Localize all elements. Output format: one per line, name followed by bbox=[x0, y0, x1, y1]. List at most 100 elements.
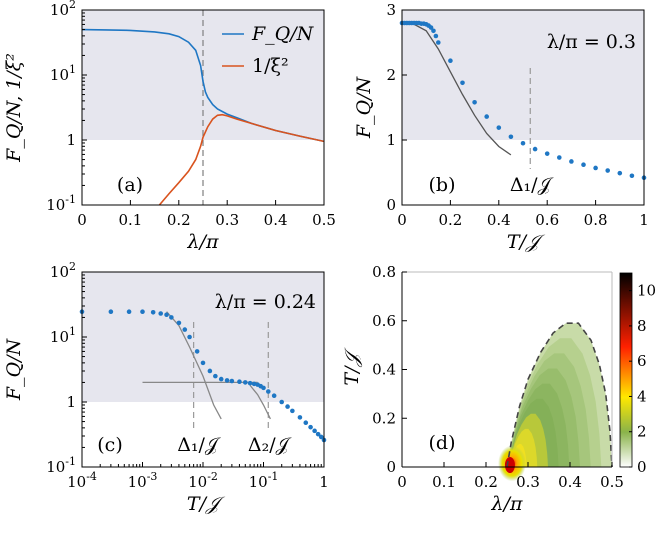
data-point bbox=[229, 378, 235, 384]
x-axis-label: λ/π bbox=[187, 231, 219, 253]
data-point bbox=[169, 315, 174, 320]
data-point bbox=[290, 408, 295, 414]
axes-frame bbox=[81, 9, 325, 206]
panel-label-c: (c) bbox=[97, 434, 122, 456]
x-tick-label: 0.1 bbox=[432, 473, 456, 491]
y-tick-label: 0.4 bbox=[372, 361, 396, 379]
y-tick-label: 102 bbox=[50, 0, 76, 19]
data-point bbox=[265, 389, 271, 394]
shaded-region bbox=[82, 272, 324, 402]
annotation: λ/π = 0.24 bbox=[215, 291, 316, 313]
panel-b: 0 0.2 0.4 0.6 0.8 1 0 1 2 3 T/𝒥 F_Q/N λ/π = 0.3 Δ₁/𝒥 (… bbox=[353, 1, 649, 253]
x-tick-label: 0 bbox=[397, 473, 407, 491]
legend-fq-label: F_Q/N bbox=[251, 23, 315, 45]
data-point bbox=[520, 140, 526, 146]
data-point bbox=[194, 349, 200, 354]
x-tick-label: 0 bbox=[397, 211, 407, 229]
x-tick-label: 10-1 bbox=[249, 470, 279, 491]
data-point bbox=[187, 334, 192, 340]
data-point bbox=[312, 428, 317, 434]
axes-frame bbox=[401, 9, 645, 206]
panel-c: 10-4 10-3 10-2 10-1 1 10-1 1 101 102 T/𝒥 F_Q/N λ/π … bbox=[3, 260, 329, 515]
y-axis-label: F_Q/N bbox=[353, 75, 375, 139]
series-xi-line bbox=[158, 113, 324, 205]
colorbar-tick-label: 0 bbox=[637, 458, 647, 476]
legend-xi-label: 1/ξ² bbox=[252, 55, 289, 77]
y-tick-label: 10-1 bbox=[46, 455, 76, 476]
data-point bbox=[251, 381, 257, 387]
x-tick-label: 0.2 bbox=[474, 473, 498, 491]
data-point bbox=[428, 25, 434, 30]
data-point bbox=[261, 385, 266, 391]
y-tick-label: 101 bbox=[50, 325, 76, 346]
y-tick-label: 0.8 bbox=[372, 263, 396, 281]
x-tick-label: 0.6 bbox=[535, 211, 559, 229]
hot-core bbox=[504, 457, 515, 474]
data-point bbox=[484, 114, 490, 119]
data-point bbox=[315, 431, 321, 437]
data-point bbox=[242, 380, 248, 385]
data-point bbox=[460, 80, 465, 86]
x-tick-label: 10-4 bbox=[67, 470, 97, 491]
data-point bbox=[593, 165, 598, 171]
x-tick-label: 10-2 bbox=[188, 470, 218, 491]
shaded-region bbox=[402, 10, 644, 140]
data-point bbox=[544, 151, 550, 156]
y-tick-label: 0.2 bbox=[372, 409, 396, 427]
panel-label-a: (a) bbox=[117, 174, 143, 196]
x-tick-label: 0.3 bbox=[516, 473, 540, 491]
colorbar bbox=[619, 272, 633, 468]
y-axis-label: T/𝒥 bbox=[341, 347, 363, 386]
y-tick-label: 0.6 bbox=[372, 312, 396, 330]
y-tick-label: 102 bbox=[50, 260, 76, 281]
plot-area bbox=[82, 28, 324, 205]
vline-label-1: Δ₁/𝒥 bbox=[177, 434, 221, 456]
panel-label-d: (d) bbox=[429, 432, 456, 454]
data-point bbox=[431, 28, 436, 34]
data-point bbox=[176, 320, 182, 326]
data-point bbox=[617, 170, 623, 176]
x-tick-label: 1 bbox=[639, 211, 649, 229]
data-point bbox=[297, 415, 303, 420]
x-tick-label: 10-3 bbox=[128, 470, 158, 491]
x-axis-label: λ/π bbox=[491, 493, 523, 515]
data-point bbox=[448, 58, 453, 63]
y-tick-label: 0 bbox=[386, 458, 396, 476]
data-point bbox=[164, 312, 169, 318]
colorbar-tick-label: 6 bbox=[637, 352, 647, 370]
y-axis-label: F_Q/N, 1/ξ² bbox=[3, 53, 25, 163]
panel-d: 0 0.1 0.2 0.3 0.4 0.5 0 0.2 0.4 0.6 0.8 λ/π T/𝒥 (d) 0 2… bbox=[341, 263, 656, 515]
panel-label-b: (b) bbox=[429, 174, 456, 196]
data-point bbox=[213, 373, 218, 379]
data-point bbox=[182, 327, 188, 332]
y-tick-label: 10-1 bbox=[46, 193, 76, 214]
annotation: λ/π = 0.3 bbox=[547, 31, 636, 53]
data-point bbox=[569, 159, 574, 164]
data-point bbox=[318, 434, 324, 440]
data-point bbox=[433, 33, 439, 39]
x-tick-label: 0 bbox=[77, 211, 87, 229]
x-tick-label: 0.3 bbox=[215, 211, 239, 229]
data-point bbox=[581, 162, 586, 167]
x-tick-label: 0.5 bbox=[312, 211, 336, 229]
panel-a: 0 0.1 0.2 0.3 0.4 0.5 10-1 1 101 102 λ/π F_Q/N, 1/ξ… bbox=[3, 0, 336, 253]
fit-line bbox=[249, 384, 271, 420]
data-point bbox=[279, 399, 285, 405]
x-axis-label: T/𝒥 bbox=[187, 493, 226, 515]
data-point bbox=[237, 379, 242, 385]
y-tick-label: 1 bbox=[66, 393, 76, 411]
y-tick-label: 3 bbox=[386, 1, 396, 19]
x-tick-label: 0.4 bbox=[264, 211, 288, 229]
x-tick-label: 1 bbox=[319, 473, 329, 491]
colorbar-tick-label: 2 bbox=[637, 423, 647, 441]
data-point bbox=[126, 309, 132, 315]
data-point bbox=[271, 393, 277, 399]
x-tick-label: 0.4 bbox=[558, 473, 582, 491]
colorbar-tick-label: 10 bbox=[637, 282, 656, 300]
x-tick-label: 0.5 bbox=[600, 473, 624, 491]
fit-line bbox=[401, 22, 512, 156]
y-tick-label: 1 bbox=[66, 131, 76, 149]
data-point bbox=[150, 309, 156, 315]
data-point bbox=[218, 376, 224, 382]
data-point bbox=[472, 100, 477, 105]
